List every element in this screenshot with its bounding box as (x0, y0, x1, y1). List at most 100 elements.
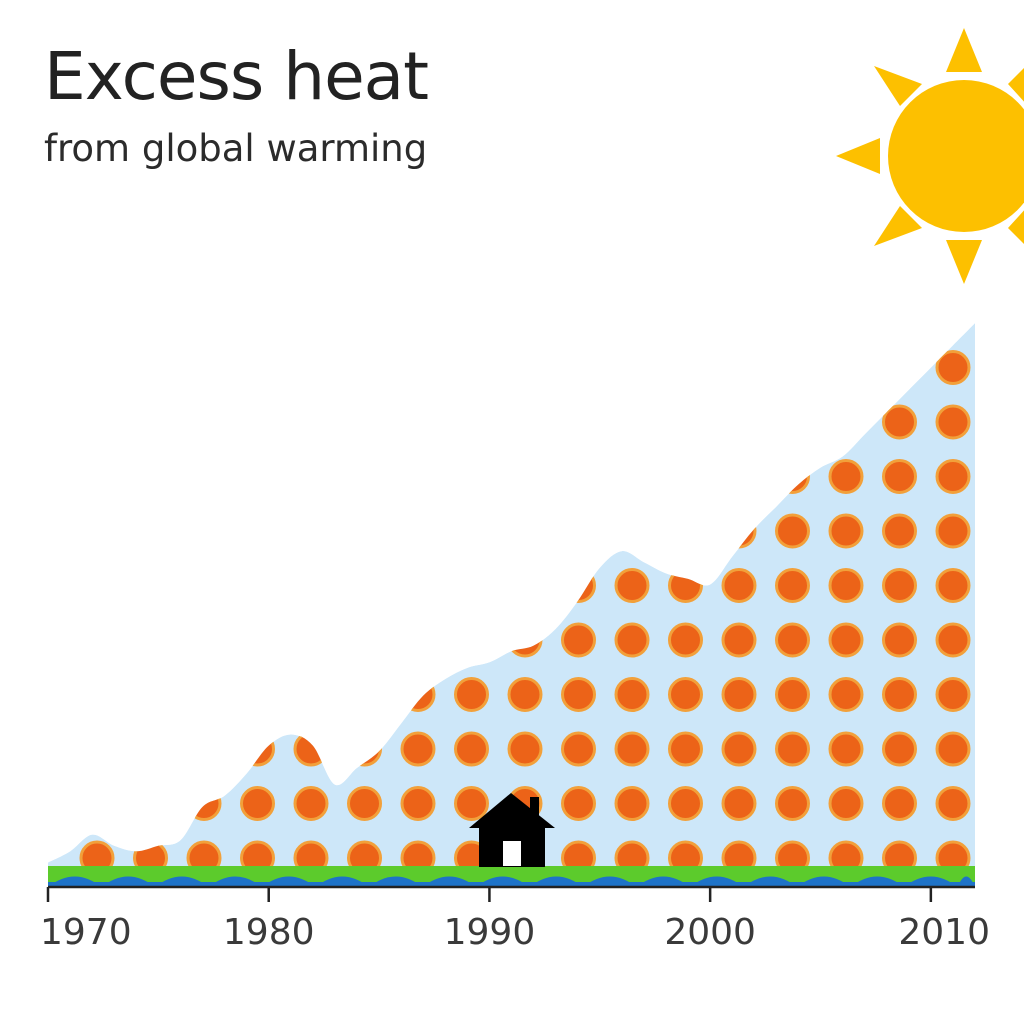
heat-dot (240, 677, 275, 712)
heat-dot (400, 459, 436, 494)
heat-dot (614, 323, 650, 331)
heat-dot (79, 568, 115, 603)
heat-dot (561, 786, 596, 821)
heat-dot (347, 404, 382, 440)
heat-dot (240, 350, 275, 385)
heat-dot (935, 677, 971, 712)
heat-dot (133, 677, 168, 712)
heat-dot (347, 622, 382, 658)
heat-dot (240, 786, 275, 821)
heat-dot (882, 622, 917, 658)
heat-dot (668, 513, 703, 549)
heat-dot (721, 350, 757, 385)
heat-dot (454, 323, 489, 331)
heat-dot (293, 568, 329, 603)
heat-dot (293, 323, 329, 331)
heat-dot (721, 622, 757, 658)
heat-dot (507, 350, 543, 385)
heat-dot (186, 786, 222, 821)
heat-dot (79, 459, 115, 494)
heat-dot (454, 404, 489, 440)
heat-dot (400, 323, 436, 331)
chart-subtitle: from global warming (44, 127, 428, 170)
heat-dot (882, 404, 917, 440)
heat-dot (614, 404, 650, 440)
heat-dot (79, 786, 115, 821)
heat-dot (400, 513, 436, 549)
heat-dot (561, 568, 596, 603)
heat-dot (935, 459, 971, 494)
heat-dot (400, 731, 436, 767)
heat-dot (186, 622, 222, 658)
chart-title: Excess heat (44, 38, 429, 115)
heat-dot (721, 731, 757, 767)
heat-dot (828, 731, 864, 767)
heat-dot (186, 323, 222, 331)
heat-dot (614, 459, 650, 494)
heat-dot (400, 350, 436, 385)
heat-dot (79, 404, 115, 440)
heat-dot (79, 622, 115, 658)
heat-dot (186, 677, 222, 712)
heat-dot (347, 731, 382, 767)
heat-dot (79, 323, 115, 331)
heat-dot (935, 622, 971, 658)
heat-area (48, 323, 975, 868)
heat-dot (775, 677, 810, 712)
heat-dot (775, 323, 810, 331)
ground (48, 866, 975, 888)
heat-dot (79, 677, 115, 712)
heat-dot (240, 731, 275, 767)
heat-dot (828, 677, 864, 712)
heat-dot (133, 459, 168, 494)
heat-dot (614, 677, 650, 712)
heat-dot (561, 677, 596, 712)
heat-dot (828, 786, 864, 821)
heat-dot (507, 513, 543, 549)
heat-dot (347, 350, 382, 385)
heat-dot (614, 731, 650, 767)
heat-dot (400, 786, 436, 821)
heat-dot (240, 622, 275, 658)
heat-dot (186, 568, 222, 603)
heat-dot (507, 568, 543, 603)
heat-dot (133, 350, 168, 385)
heat-dot (882, 568, 917, 603)
heat-dot (828, 404, 864, 440)
heat-dot (614, 513, 650, 549)
heat-dot (240, 459, 275, 494)
heat-dot (293, 677, 329, 712)
heat-dot (293, 622, 329, 658)
heat-dot (507, 677, 543, 712)
heat-dot (935, 513, 971, 549)
heat-dot (775, 622, 810, 658)
heat-dot (935, 323, 971, 331)
heat-dot (882, 513, 917, 549)
heat-dot (668, 404, 703, 440)
heat-dot (79, 513, 115, 549)
heat-dot (775, 568, 810, 603)
heat-dot (133, 568, 168, 603)
heat-dot (133, 513, 168, 549)
x-tick-label: 1980 (223, 912, 315, 953)
heat-dot (721, 568, 757, 603)
heat-dot (454, 459, 489, 494)
water-strip (48, 882, 975, 888)
heat-dot (775, 513, 810, 549)
heat-dot (828, 350, 864, 385)
heat-dot (935, 350, 971, 385)
heat-dot (668, 350, 703, 385)
heat-dot (614, 350, 650, 385)
heat-dot (186, 404, 222, 440)
heat-dot (293, 513, 329, 549)
heat-dot (561, 404, 596, 440)
heat-dot (454, 731, 489, 767)
heat-dot (668, 786, 703, 821)
heat-dot (240, 513, 275, 549)
heat-dot (775, 350, 810, 385)
heat-dot (882, 350, 917, 385)
heat-dot (347, 786, 382, 821)
x-tick-label: 2010 (898, 912, 990, 953)
heat-dot (775, 404, 810, 440)
